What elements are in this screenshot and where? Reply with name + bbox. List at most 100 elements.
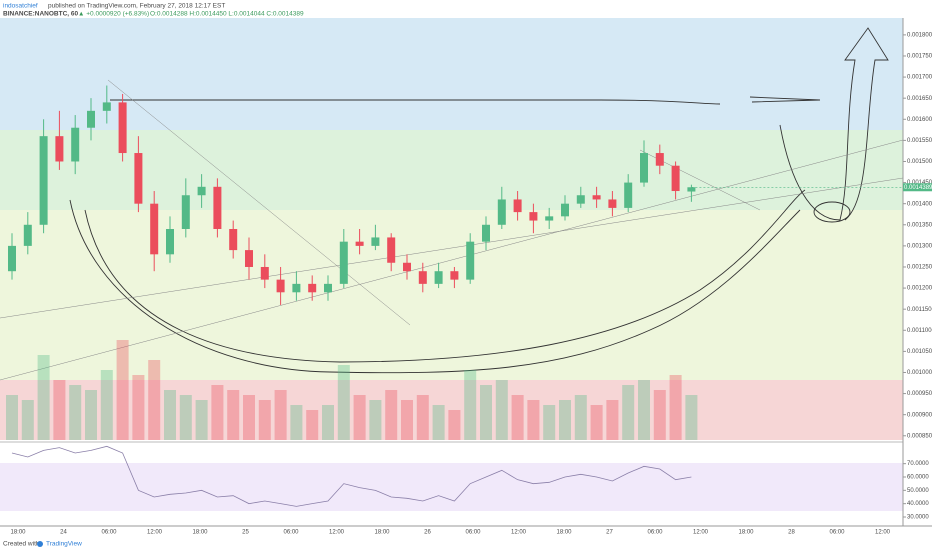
trend-lines bbox=[0, 79, 904, 381]
volume-bar bbox=[85, 390, 97, 440]
rsi-line bbox=[11, 445, 692, 507]
candle-body bbox=[166, 229, 174, 255]
ohlc: O:0.0014288 H:0.0014450 L:0.0014044 C:0.… bbox=[150, 11, 304, 18]
circle bbox=[813, 201, 851, 223]
x-tick-label: 12:00 bbox=[147, 530, 163, 536]
volume-bar bbox=[195, 400, 208, 440]
x-tick-label: 06:00 bbox=[283, 530, 299, 536]
x-tick-label: 18:00 bbox=[738, 530, 754, 536]
candle-body bbox=[497, 199, 506, 225]
x-tick-label: 12:00 bbox=[693, 530, 709, 536]
volume-bar bbox=[416, 395, 429, 440]
candle-body bbox=[655, 153, 664, 166]
volume-bar bbox=[164, 390, 176, 440]
candle-body bbox=[39, 136, 48, 225]
candle-body bbox=[576, 195, 585, 204]
rsi-tick-label: 50.0000 bbox=[907, 488, 929, 494]
x-tick-label: 18:00 bbox=[10, 530, 26, 536]
volume-bar bbox=[606, 400, 619, 440]
candle-body bbox=[339, 241, 348, 284]
x-tick-label: 18:00 bbox=[192, 530, 208, 536]
volume-bar bbox=[353, 395, 366, 440]
fib-zone bbox=[0, 210, 903, 380]
fib-zone bbox=[0, 18, 903, 130]
volume-bar bbox=[290, 405, 303, 440]
volume-bar bbox=[653, 390, 666, 440]
volume-bar bbox=[432, 405, 445, 440]
volume-bar bbox=[116, 340, 129, 440]
x-tick-label: 06:00 bbox=[465, 530, 481, 536]
fib-zone bbox=[0, 380, 903, 440]
candle-body bbox=[450, 271, 459, 280]
rsi-tick-label: 30.0000 bbox=[907, 515, 929, 521]
arrow-up bbox=[779, 27, 889, 221]
candle-body bbox=[134, 153, 143, 204]
volume-bar bbox=[69, 385, 82, 440]
candle-body bbox=[608, 199, 617, 208]
candle-body bbox=[418, 271, 427, 284]
volume-bar bbox=[227, 390, 240, 440]
volume-bar bbox=[274, 390, 287, 440]
candle-body bbox=[229, 229, 238, 251]
rsi-tick-label: 60.0000 bbox=[907, 475, 929, 481]
candle-body bbox=[624, 182, 633, 208]
change: ▲ +0.0000920 (+6.83%) bbox=[78, 11, 149, 18]
x-tick-label: 18:00 bbox=[556, 530, 572, 536]
candle-body bbox=[403, 262, 411, 272]
candle-body bbox=[8, 245, 16, 272]
candle-body bbox=[87, 110, 95, 128]
candle-body bbox=[292, 283, 301, 293]
volume-bar bbox=[243, 395, 255, 440]
last-price-tag bbox=[903, 183, 932, 192]
candle-body bbox=[545, 216, 554, 221]
candle-body bbox=[150, 203, 159, 255]
volume-bar bbox=[669, 375, 682, 440]
volume-bar bbox=[100, 370, 113, 440]
arrow bbox=[749, 96, 821, 103]
x-tick-label: 27 bbox=[606, 530, 613, 536]
x-tick-label: 06:00 bbox=[829, 530, 845, 536]
candle-body bbox=[482, 224, 490, 242]
volume-bar bbox=[6, 395, 18, 440]
volume-bar bbox=[559, 400, 571, 440]
volume-bar bbox=[511, 395, 524, 440]
candle-body bbox=[308, 283, 317, 293]
rsi-tick-label: 40.0000 bbox=[907, 501, 929, 507]
footer-brand: TradingView bbox=[46, 541, 82, 548]
author: indosatchief bbox=[3, 3, 38, 10]
x-tick-label: 28 bbox=[788, 530, 795, 536]
volume-bar bbox=[306, 410, 319, 440]
candle-body bbox=[71, 127, 80, 162]
volume-bar bbox=[495, 380, 508, 440]
x-tick-label: 06:00 bbox=[101, 530, 117, 536]
x-tick-label: 26 bbox=[424, 530, 431, 536]
volume-bar bbox=[401, 400, 413, 440]
volume-bar bbox=[574, 395, 587, 440]
candle-body bbox=[561, 203, 569, 217]
candle-body bbox=[387, 237, 396, 263]
volume-bar bbox=[322, 405, 334, 440]
candle-body bbox=[118, 102, 127, 154]
logo bbox=[37, 541, 43, 547]
volume-bar bbox=[369, 400, 382, 440]
candle-body bbox=[23, 224, 32, 246]
candle-body bbox=[276, 279, 285, 293]
volume-bar bbox=[211, 385, 224, 440]
x-tick-label: 12:00 bbox=[511, 530, 527, 536]
candle-body bbox=[529, 212, 538, 221]
